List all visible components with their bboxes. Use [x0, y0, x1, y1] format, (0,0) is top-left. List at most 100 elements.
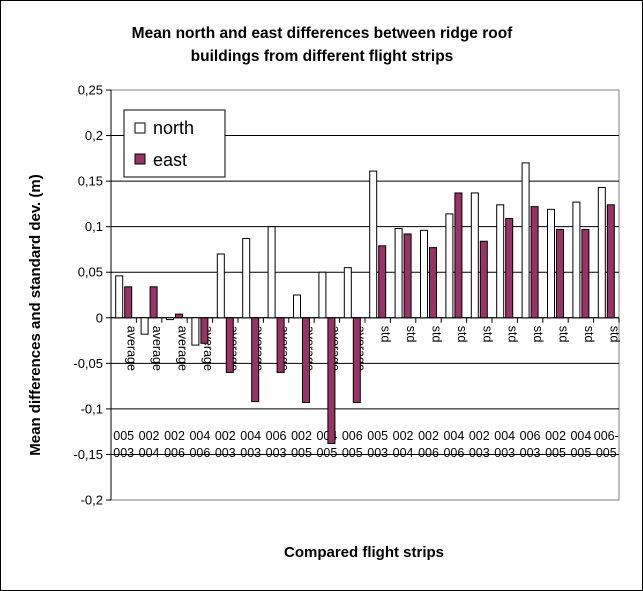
x-tick-label-strip: 002 [139, 429, 160, 443]
bar-north [140, 317, 149, 335]
legend-box [123, 109, 226, 178]
x-tick-label-stat: std [480, 326, 494, 343]
bar-east [505, 217, 514, 319]
chart-title-line-1: Mean north and east differences between … [132, 25, 514, 42]
y-tick-label: 0,25 [78, 83, 103, 98]
bar-east [454, 192, 463, 319]
bar-east [251, 317, 260, 403]
x-tick-label-stat: average [125, 326, 139, 371]
x-tick-label-strip: 004 [443, 429, 464, 443]
legend-swatch-north [134, 122, 146, 134]
bar-north [420, 229, 428, 319]
x-tick-label-stat: std [531, 326, 545, 343]
bar-north [445, 213, 454, 319]
bar-north [191, 317, 200, 346]
x-tick-label-strip: 002 [469, 429, 490, 443]
y-tick-label: 0,05 [78, 265, 103, 280]
x-tick-label-strip: 006- [594, 429, 619, 443]
x-tick-label-strip: 006 [342, 429, 363, 443]
bar-east [479, 240, 488, 319]
x-tick-label-strip: 003 [520, 446, 541, 460]
bar-north [293, 294, 301, 319]
x-tick-label-strip: 006 [520, 429, 541, 443]
bar-north [470, 192, 479, 319]
bar-east [149, 286, 158, 319]
x-tick-label-stat: std [582, 326, 596, 343]
x-tick-label-strip: 004 [570, 429, 591, 443]
x-tick-label-strip: 006 [443, 446, 464, 460]
x-tick-label-strip: 006 [189, 446, 210, 460]
chart-title-line-2: buildings from different flight strips [191, 48, 454, 65]
y-axis-ticks: -0,2 -0,15 -0,1 -0,05 0 0,05 0,1 0,15 0,2 0,25 [73, 83, 112, 508]
x-tick-label-stat: std [430, 326, 444, 343]
y-tick-label: -0,1 [81, 401, 103, 416]
x-tick-label-strip: 003 [240, 446, 261, 460]
x-tick-label-strip: 004 [139, 446, 160, 460]
x-tick-label-stat: std [455, 326, 469, 343]
x-tick-label-stat: average [150, 326, 164, 371]
x-tick-label-strip: 005 [316, 446, 337, 460]
bar-north [115, 275, 124, 319]
bar-east [352, 317, 361, 404]
x-tick-label-strip: 003 [469, 446, 490, 460]
bar-north [216, 253, 225, 319]
y-tick-label: -0,05 [73, 356, 103, 371]
legend-swatch-east [134, 153, 146, 165]
x-tick-label-stat: std [506, 326, 520, 343]
bar-north [369, 170, 378, 319]
bar-north [597, 186, 606, 319]
bar-north [318, 271, 327, 319]
x-tick-label-strip: 006 [418, 446, 439, 460]
bar-north [496, 204, 505, 319]
x-tick-label-strip: 004 [393, 446, 414, 460]
x-axis-title: Compared flight strips [284, 544, 444, 561]
bar-north [343, 267, 352, 319]
bar-east [581, 228, 590, 319]
y-tick-label: 0 [96, 310, 103, 325]
bar-east [530, 206, 539, 319]
bar-north [547, 208, 555, 319]
x-tick-label-stat: std [557, 326, 571, 343]
x-tick-label-stat: std [404, 326, 418, 343]
bar-east [302, 317, 310, 404]
x-axis-ticks: average005003average002004average002006a… [110, 317, 621, 460]
y-axis-title: Mean differences and standard dev. (m) [27, 174, 44, 455]
bar-east [124, 286, 133, 319]
bar-east [175, 313, 183, 319]
bar-north [267, 226, 276, 319]
bar-north [242, 238, 251, 319]
y-tick-label: -0,15 [73, 447, 103, 462]
x-tick-label-strip: 004 [494, 429, 515, 443]
legend: north east [123, 109, 226, 178]
x-tick-label-stat: std [379, 326, 393, 343]
legend-label-east: east [153, 150, 187, 170]
bar-east [556, 228, 564, 319]
bar-east [606, 204, 615, 319]
x-tick-label-strip: 005 [113, 429, 134, 443]
x-tick-label-strip: 005 [596, 446, 617, 460]
x-tick-label-strip: 005 [367, 429, 388, 443]
bar-east [276, 317, 285, 373]
x-tick-label-strip: 002 [418, 429, 439, 443]
x-tick-label-strip: 004 [240, 429, 261, 443]
x-tick-label-stat: average [176, 326, 190, 371]
x-tick-label-strip: 006 [164, 446, 185, 460]
y-tick-label: 0,1 [85, 219, 103, 234]
x-tick-label-strip: 003 [367, 446, 388, 460]
bar-east [378, 245, 387, 319]
x-tick-label-strip: 003 [494, 446, 515, 460]
legend-label-north: north [153, 118, 194, 138]
x-tick-label-strip: 003 [266, 446, 287, 460]
bar-east [200, 317, 209, 344]
x-tick-label-strip: 006 [266, 429, 287, 443]
x-tick-label-strip: 004 [189, 429, 210, 443]
y-tick-label: 0,2 [85, 128, 103, 143]
x-tick-label-strip: 002 [215, 429, 236, 443]
bar-north [521, 162, 530, 319]
x-tick-label-strip: 003 [215, 446, 236, 460]
x-tick-label-strip: 003 [113, 446, 134, 460]
x-tick-label-strip: 005 [545, 446, 566, 460]
x-tick-label-strip: 002 [291, 429, 312, 443]
